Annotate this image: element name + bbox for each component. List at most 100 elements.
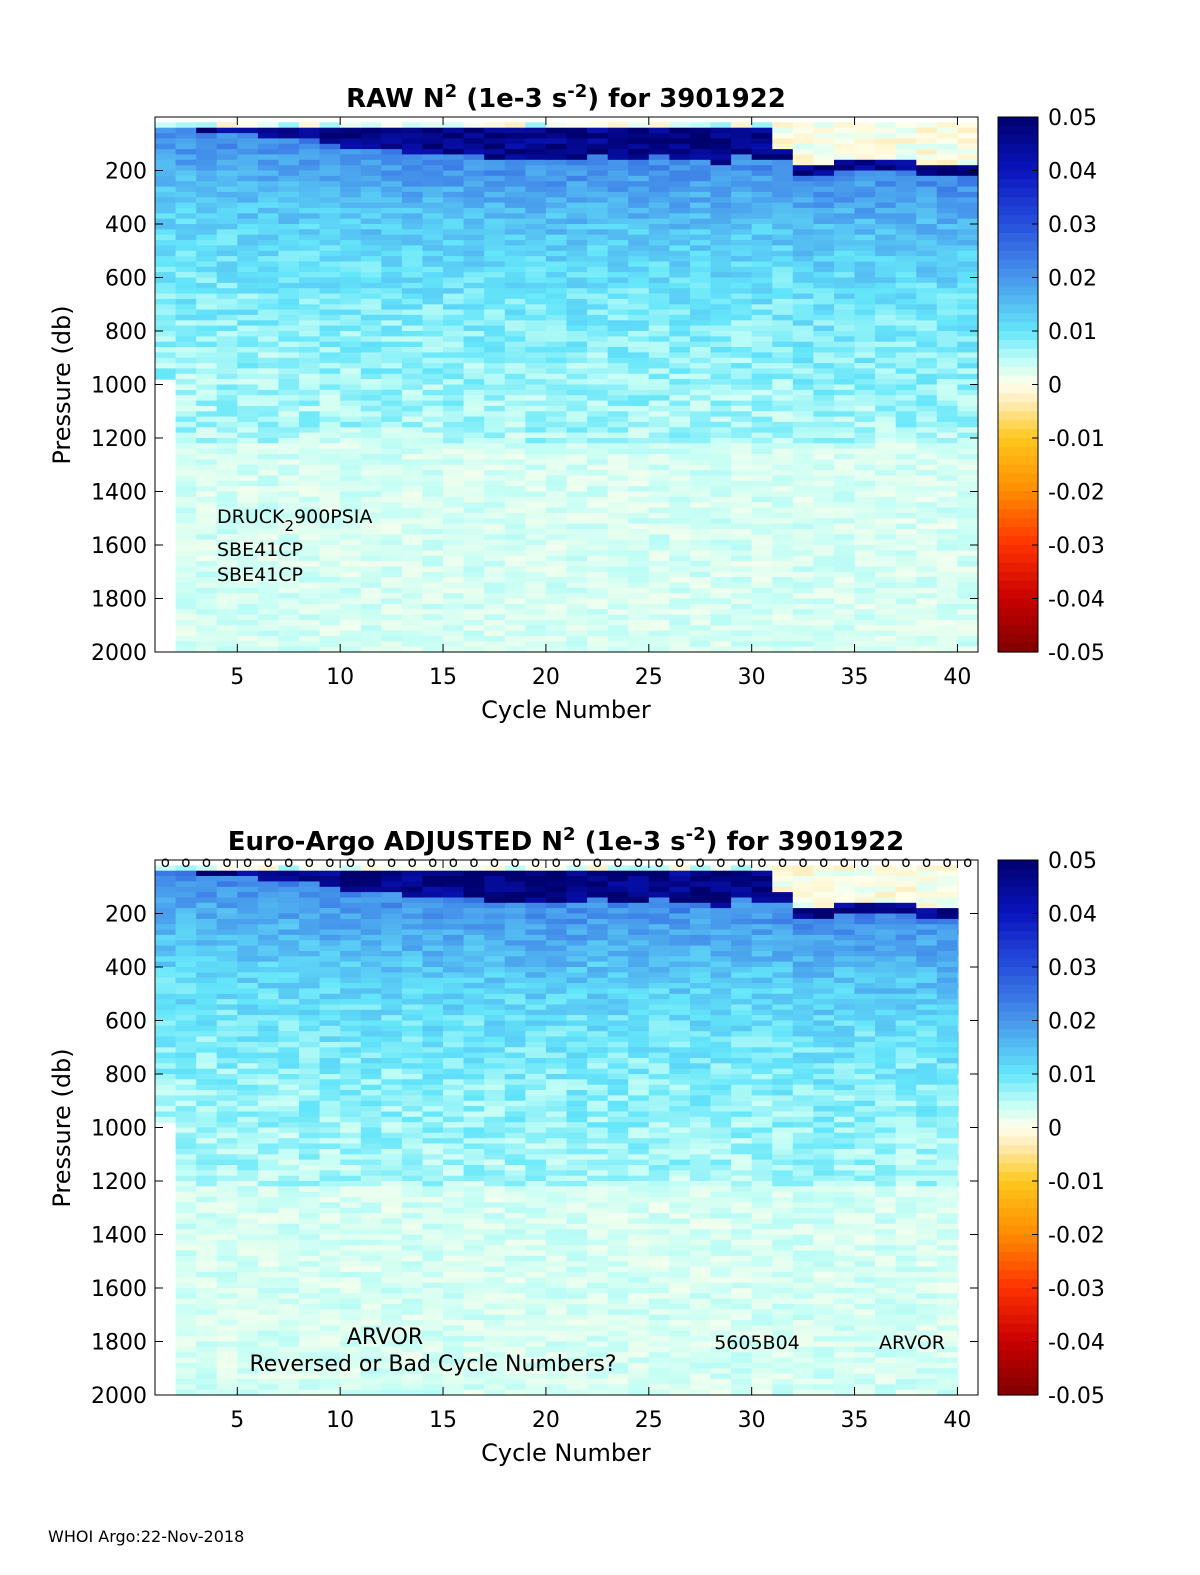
heatmap-cell [628,357,650,364]
heatmap-cell [237,1090,259,1096]
heatmap-cell [957,502,979,509]
heatmap-cell [381,272,403,279]
heatmap-cell [340,908,362,915]
heatmap-cell [484,432,506,439]
heatmap-cell [216,491,238,498]
heatmap-cell [237,1282,259,1289]
heatmap-cell [237,480,259,487]
heatmap-cell [875,165,897,172]
heatmap-cell [504,448,526,455]
heatmap-cell [525,379,547,386]
colorbar-segment [998,197,1038,207]
heatmap-cell [504,464,526,471]
heatmap-cell [257,181,280,188]
heatmap-cell [484,154,506,161]
heatmap-cell [196,876,218,882]
heatmap-cell [628,224,650,230]
heatmap-cell [504,309,526,316]
heatmap-cell [731,368,753,375]
heatmap-cell [690,234,712,241]
heatmap-cell [422,149,444,155]
heatmap-cell [690,347,712,353]
heatmap-cell [401,331,424,337]
heatmap-cell [401,534,424,541]
heatmap-cell [278,988,300,995]
heatmap-cell [299,977,321,984]
heatmap-cell [237,341,259,348]
heatmap-cell [710,550,732,557]
heatmap-cell [854,421,876,428]
heatmap-cell [422,363,444,369]
colorbar-tick-label: -0.02 [1048,481,1105,506]
heatmap-cell [319,1015,341,1022]
heatmap-cell [731,325,753,332]
heatmap-cell [813,475,835,482]
heatmap-cell [422,320,444,327]
heatmap-cell [278,384,300,391]
heatmap-cell [340,288,362,295]
heatmap-cell [566,587,588,594]
heatmap-cell [443,587,465,594]
heatmap-cell [237,523,259,530]
heatmap-cell [751,630,773,637]
heatmap-cell [731,138,753,145]
heatmap-cell [155,1068,177,1075]
heatmap-cell [936,234,958,241]
heatmap-cell [731,646,753,653]
heatmap-cell [690,218,712,225]
heatmap-cell [340,1116,362,1123]
heatmap-cell [628,202,650,209]
heatmap-cell [237,1213,259,1220]
heatmap-cell [319,154,341,161]
heatmap-cell [381,502,403,509]
heatmap-cell [196,988,218,995]
heatmap-cell [545,250,568,257]
heatmap-cell [834,149,856,155]
heatmap-cell [237,191,259,198]
heatmap-cell [587,256,609,263]
heatmap-cell [648,181,670,188]
heatmap-cell [525,635,547,642]
heatmap-cell [895,630,917,637]
heatmap-cell [257,961,280,968]
heatmap-cell [196,1293,218,1300]
heatmap-cell [587,577,609,584]
heatmap-cell [196,1384,218,1391]
heatmap-cell [196,395,218,402]
colorbar-segment [998,375,1038,386]
heatmap-cell [319,646,341,653]
heatmap-cell [278,1320,300,1327]
heatmap-cell [381,202,403,209]
heatmap-cell [936,571,958,578]
heatmap-cell [566,416,588,423]
heatmap-cell [772,523,794,530]
heatmap-cell [525,218,547,225]
heatmap-cell [751,550,773,557]
heatmap-cell [401,357,424,364]
heatmap-cell [196,459,218,466]
heatmap-cell [895,122,917,129]
heatmap-cell [196,272,218,279]
heatmap-cell [360,165,382,172]
heatmap-cell [957,272,979,279]
heatmap-cell [216,438,238,444]
heatmap-cell [731,405,753,412]
heatmap-cell [875,138,897,145]
heatmap-cell [443,555,465,562]
heatmap-cell [895,143,917,150]
heatmap-cell [443,486,465,493]
heatmap-cell [257,1052,280,1059]
heatmap-cell [648,630,670,637]
heatmap-cell [237,133,259,139]
heatmap-cell [155,983,177,989]
heatmap-cell [854,571,876,578]
heatmap-cell [463,331,485,337]
heatmap-cell [751,635,773,642]
heatmap-cell [587,523,609,530]
heatmap-cell [422,539,444,546]
heatmap-cell [834,635,856,642]
heatmap-cell [257,625,280,632]
heatmap-cell [484,427,506,434]
heatmap-cell [278,1159,300,1166]
heatmap-cell [175,1009,197,1016]
